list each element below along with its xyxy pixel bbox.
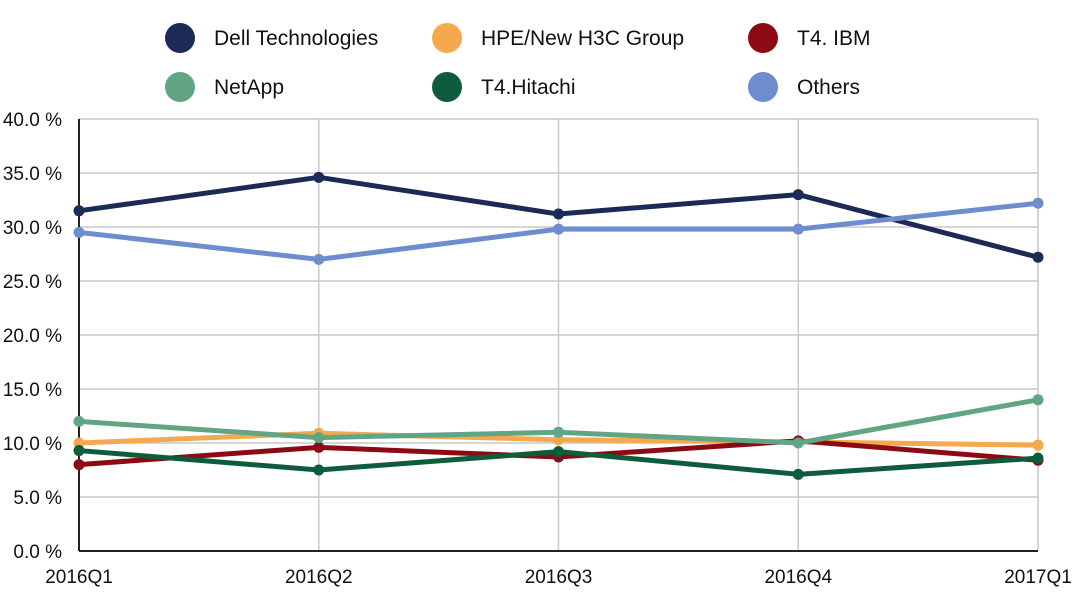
- y-tick-label: 0.0 %: [13, 542, 62, 563]
- data-point-hpe-new-h3c-group: [73, 437, 85, 449]
- data-point-others: [313, 253, 325, 265]
- x-axis-ticks: 2016Q1 2016Q2 2016Q3 2016Q4 2017Q1: [45, 567, 1072, 588]
- y-tick-label: 40.0 %: [3, 110, 62, 131]
- legend-label: NetApp: [214, 76, 284, 99]
- data-point-netapp: [1032, 394, 1044, 406]
- data-point-t4-hitachi: [792, 468, 804, 480]
- x-tick-label: 2016Q3: [525, 567, 593, 588]
- data-point-others: [792, 223, 804, 235]
- legend-swatch: [748, 23, 778, 53]
- data-point-t4-hitachi: [1032, 452, 1044, 464]
- legend-label: HPE/New H3C Group: [481, 27, 684, 50]
- y-tick-label: 5.0 %: [13, 488, 62, 509]
- y-tick-label: 20.0 %: [3, 326, 62, 347]
- legend-item-dell-technologies: Dell Technologies: [165, 23, 378, 53]
- y-tick-label: 10.0 %: [3, 434, 62, 455]
- gridlines: [79, 118, 1039, 551]
- legend-swatch: [165, 72, 195, 102]
- series-dell-technologies: [73, 171, 1044, 263]
- data-point-t4-hitachi: [553, 446, 564, 458]
- data-point-hpe-new-h3c-group: [1032, 439, 1044, 451]
- legend-swatch: [432, 72, 462, 102]
- data-point-dell-technologies: [553, 208, 564, 220]
- data-point-netapp: [313, 432, 325, 444]
- legend: Dell Technologies HPE/New H3C Group T4. IB…: [165, 23, 871, 102]
- data-point-netapp: [792, 437, 804, 449]
- y-tick-label: 25.0 %: [3, 272, 62, 293]
- data-point-others: [1032, 197, 1044, 209]
- legend-label: T4.Hitachi: [481, 76, 576, 99]
- data-point-dell-technologies: [313, 171, 325, 183]
- legend-swatch: [748, 72, 778, 102]
- y-tick-label: 30.0 %: [3, 218, 62, 239]
- series-t4-hitachi: [73, 445, 1044, 480]
- legend-item-hpe-new-h3c-group: HPE/New H3C Group: [432, 23, 684, 53]
- x-tick-label: 2016Q1: [45, 567, 113, 588]
- x-tick-label: 2017Q1: [1004, 567, 1072, 588]
- series-group: [73, 171, 1044, 480]
- data-point-t4-ibm: [313, 441, 325, 453]
- data-point-t4-hitachi: [73, 445, 85, 457]
- legend-item-t4-ibm: T4. IBM: [748, 23, 871, 53]
- x-tick-label: 2016Q4: [764, 567, 832, 588]
- data-point-netapp: [553, 426, 564, 438]
- data-point-hpe-new-h3c-group: [553, 434, 564, 446]
- legend-item-t4-hitachi: T4.Hitachi: [432, 72, 576, 102]
- legend-label: T4. IBM: [797, 27, 871, 50]
- x-tick-label: 2016Q2: [285, 567, 353, 588]
- data-point-others: [553, 223, 564, 235]
- data-point-dell-technologies: [1032, 251, 1044, 263]
- legend-item-others: Others: [748, 72, 860, 102]
- y-tick-label: 35.0 %: [3, 164, 62, 185]
- legend-label: Dell Technologies: [214, 27, 378, 50]
- series-others: [73, 197, 1044, 265]
- y-tick-label: 15.0 %: [3, 380, 62, 401]
- axes: [78, 119, 1038, 552]
- legend-item-netapp: NetApp: [165, 72, 284, 102]
- data-point-netapp: [73, 415, 85, 427]
- data-point-dell-technologies: [73, 205, 85, 217]
- series-netapp: [73, 394, 1044, 449]
- data-point-dell-technologies: [792, 189, 804, 201]
- data-point-others: [73, 226, 85, 238]
- legend-label: Others: [797, 76, 860, 99]
- data-point-t4-ibm: [73, 459, 85, 471]
- data-point-t4-hitachi: [313, 464, 325, 476]
- legend-swatch: [165, 23, 195, 53]
- legend-swatch: [432, 23, 462, 53]
- y-axis-ticks: 0.0 % 5.0 % 10.0 % 15.0 % 20.0 % 25.0 % 30.0 %…: [3, 110, 62, 563]
